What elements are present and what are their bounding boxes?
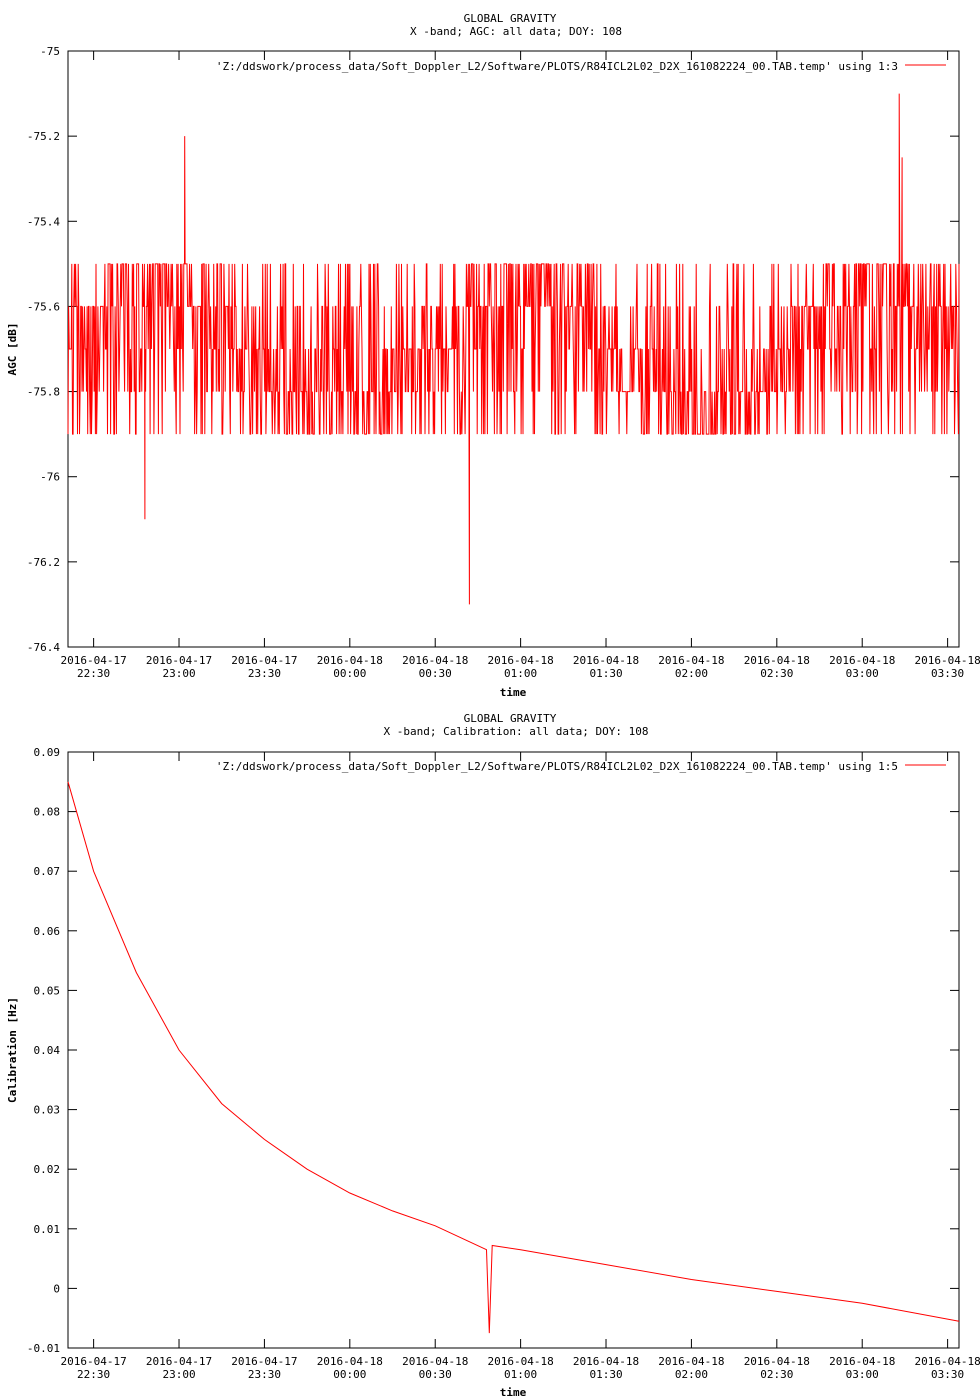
y-tick-label: -76: [40, 471, 60, 484]
x-tick-date-label: 2016-04-18: [487, 654, 553, 667]
x-tick-time-label: 01:00: [504, 667, 537, 680]
x-tick-time-label: 23:30: [248, 1368, 281, 1381]
x-tick-date-label: 2016-04-18: [744, 1355, 810, 1368]
agc-series-line: [67, 93, 960, 605]
x-tick-date-label: 2016-04-18: [658, 654, 724, 667]
y-tick-label: -75.4: [27, 215, 60, 228]
x-tick-time-label: 00:30: [419, 667, 452, 680]
x-tick-time-label: 02:30: [760, 667, 793, 680]
chart2-plot-frame: [67, 751, 960, 1349]
chart1-title: GLOBAL GRAVITY: [464, 12, 557, 25]
y-tick-label: 0.04: [34, 1044, 61, 1057]
x-tick-date-label: 2016-04-17: [146, 1355, 212, 1368]
x-tick-date-label: 2016-04-18: [317, 654, 383, 667]
chart1-series: [67, 93, 960, 605]
x-tick-date-label: 2016-04-17: [61, 654, 127, 667]
x-tick-date-label: 2016-04-18: [914, 654, 980, 667]
chart1-subtitle: X -band; AGC: all data; DOY: 108: [410, 25, 622, 38]
x-tick-time-label: 23:00: [162, 1368, 195, 1381]
chart2-y-axis-label: Calibration [Hz]: [6, 997, 19, 1103]
y-tick-label: -0.01: [27, 1342, 60, 1355]
y-tick-label: -75: [40, 45, 60, 58]
x-tick-time-label: 01:30: [589, 1368, 622, 1381]
x-tick-date-label: 2016-04-18: [487, 1355, 553, 1368]
y-tick-label: 0.02: [34, 1163, 61, 1176]
chart1-x-axis-label: time: [500, 686, 527, 699]
x-tick-time-label: 03:00: [846, 1368, 879, 1381]
x-tick-date-label: 2016-04-18: [829, 654, 895, 667]
x-tick-date-label: 2016-04-17: [231, 654, 297, 667]
y-tick-label: 0.08: [34, 806, 61, 819]
y-tick-label: -76.4: [27, 641, 60, 654]
y-tick-label: -76.2: [27, 556, 60, 569]
x-tick-date-label: 2016-04-18: [658, 1355, 724, 1368]
agc-chart: GLOBAL GRAVITY X -band; AGC: all data; D…: [6, 12, 980, 699]
calibration-series-line: [67, 781, 960, 1334]
x-tick-date-label: 2016-04-18: [402, 654, 468, 667]
chart2-subtitle: X -band; Calibration: all data; DOY: 108: [384, 725, 649, 738]
x-tick-time-label: 02:00: [675, 1368, 708, 1381]
x-tick-time-label: 03:30: [931, 1368, 964, 1381]
x-tick-date-label: 2016-04-17: [146, 654, 212, 667]
x-tick-time-label: 03:30: [931, 667, 964, 680]
y-tick-label: -75.2: [27, 130, 60, 143]
chart2-title: GLOBAL GRAVITY: [464, 712, 557, 725]
x-tick-time-label: 01:30: [589, 667, 622, 680]
chart1-y-axis-label: AGC [dB]: [6, 323, 19, 376]
x-tick-time-label: 22:30: [77, 1368, 110, 1381]
chart2-legend-label: 'Z:/ddswork/process_data/Soft_Doppler_L2…: [216, 760, 898, 773]
chart2-series: [67, 781, 960, 1334]
y-tick-label: 0.01: [34, 1223, 61, 1236]
y-tick-label: 0.07: [34, 865, 61, 878]
y-tick-label: 0.05: [34, 984, 61, 997]
y-tick-label: 0.06: [34, 925, 61, 938]
x-tick-date-label: 2016-04-18: [573, 1355, 639, 1368]
x-tick-time-label: 00:00: [333, 1368, 366, 1381]
y-tick-label: 0.09: [34, 746, 61, 759]
y-tick-label: 0.03: [34, 1104, 61, 1117]
x-tick-time-label: 03:00: [846, 667, 879, 680]
y-tick-label: -75.6: [27, 300, 60, 313]
x-tick-date-label: 2016-04-18: [744, 654, 810, 667]
chart1-legend-label: 'Z:/ddswork/process_data/Soft_Doppler_L2…: [216, 60, 898, 73]
x-tick-date-label: 2016-04-18: [402, 1355, 468, 1368]
calibration-chart: GLOBAL GRAVITY X -band; Calibration: all…: [6, 712, 980, 1399]
x-tick-date-label: 2016-04-18: [317, 1355, 383, 1368]
x-tick-date-label: 2016-04-17: [231, 1355, 297, 1368]
x-tick-time-label: 00:30: [419, 1368, 452, 1381]
x-tick-date-label: 2016-04-18: [829, 1355, 895, 1368]
x-tick-time-label: 22:30: [77, 667, 110, 680]
x-tick-time-label: 00:00: [333, 667, 366, 680]
y-tick-label: -75.8: [27, 386, 60, 399]
x-tick-time-label: 02:00: [675, 667, 708, 680]
chart2-x-axis-label: time: [500, 1386, 527, 1399]
x-tick-date-label: 2016-04-18: [914, 1355, 980, 1368]
x-tick-date-label: 2016-04-17: [61, 1355, 127, 1368]
x-tick-time-label: 23:30: [248, 667, 281, 680]
x-tick-time-label: 01:00: [504, 1368, 537, 1381]
y-tick-label: 0: [53, 1282, 60, 1295]
x-tick-date-label: 2016-04-18: [573, 654, 639, 667]
x-tick-time-label: 23:00: [162, 667, 195, 680]
x-tick-time-label: 02:30: [760, 1368, 793, 1381]
